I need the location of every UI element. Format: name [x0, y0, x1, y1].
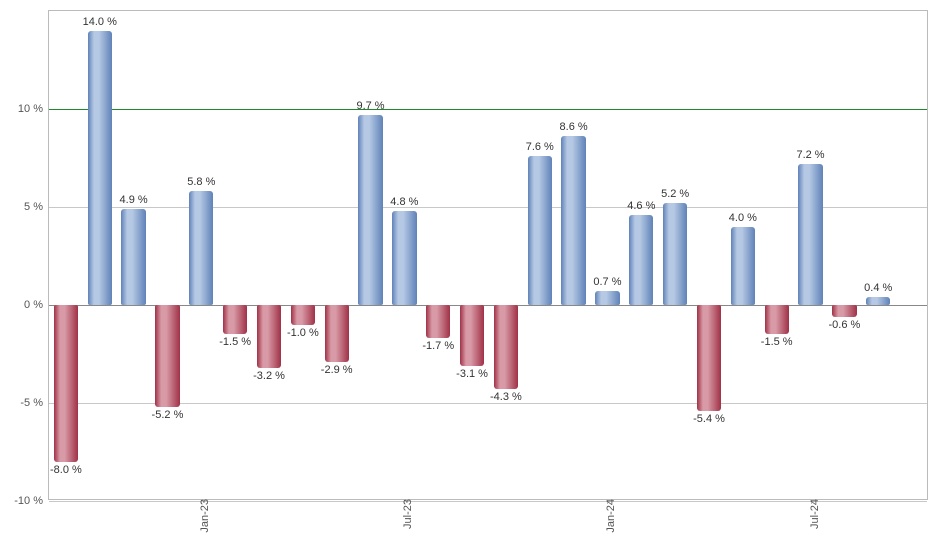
bar-value-label: -3.2 % — [253, 370, 285, 382]
bar — [54, 305, 78, 462]
bar-value-label: 7.2 % — [796, 149, 824, 161]
x-tick-label: Jan-23 — [197, 499, 211, 533]
y-tick-label: 0 % — [24, 299, 49, 311]
grid-line — [49, 501, 927, 502]
bar — [325, 305, 349, 362]
bar — [561, 136, 585, 305]
bar — [155, 305, 179, 407]
bar-value-label: -1.5 % — [219, 336, 251, 348]
x-tick-label: Jul-23 — [400, 499, 414, 529]
y-tick-label: 5 % — [24, 201, 49, 213]
bar — [731, 227, 755, 305]
bar-value-label: -1.0 % — [287, 327, 319, 339]
bar — [291, 305, 315, 325]
bar — [528, 156, 552, 305]
bar-value-label: 5.8 % — [187, 176, 215, 188]
reference-line — [49, 109, 927, 110]
bar — [121, 209, 145, 305]
bar — [460, 305, 484, 366]
y-tick-label: -10 % — [14, 495, 49, 507]
bar — [765, 305, 789, 334]
y-tick-label: 10 % — [18, 103, 49, 115]
bar-value-label: -1.5 % — [761, 336, 793, 348]
bar-value-label: 0.7 % — [593, 276, 621, 288]
bar-value-label: 4.9 % — [120, 194, 148, 206]
grid-line — [49, 403, 927, 404]
bar-value-label: 14.0 % — [83, 16, 117, 28]
grid-line — [49, 305, 927, 306]
bar — [629, 215, 653, 305]
bar — [697, 305, 721, 411]
bar — [223, 305, 247, 334]
bar-value-label: 4.8 % — [390, 196, 418, 208]
bar — [494, 305, 518, 389]
bar — [426, 305, 450, 338]
bar-value-label: -2.9 % — [321, 364, 353, 376]
x-tick-label: Jul-24 — [807, 499, 821, 529]
bar — [88, 31, 112, 305]
bar — [832, 305, 856, 317]
bar-value-label: -5.4 % — [693, 413, 725, 425]
grid-line — [49, 207, 927, 208]
bar-value-label: 4.0 % — [729, 212, 757, 224]
bar — [392, 211, 416, 305]
bar — [358, 115, 382, 305]
bar-value-label: -8.0 % — [50, 464, 82, 476]
bar-value-label: 9.7 % — [356, 100, 384, 112]
bar-value-label: -5.2 % — [152, 409, 184, 421]
bar-chart: -10 % -5 % 0 % 5 % 10 % -8.0 % 14.0 % 4.9 % -5.2… — [0, 0, 940, 550]
bar-value-label: 8.6 % — [560, 121, 588, 133]
bar — [257, 305, 281, 368]
bar-value-label: 4.6 % — [627, 200, 655, 212]
bar-value-label: -4.3 % — [490, 391, 522, 403]
bar-value-label: 7.6 % — [526, 141, 554, 153]
y-tick-label: -5 % — [20, 397, 49, 409]
bar-value-label: -0.6 % — [828, 319, 860, 331]
bar — [595, 291, 619, 305]
x-tick-label: Jan-24 — [603, 499, 617, 533]
bar-value-label: 0.4 % — [864, 282, 892, 294]
bar — [663, 203, 687, 305]
bar — [798, 164, 822, 305]
bar-value-label: -3.1 % — [456, 368, 488, 380]
bar-value-label: 5.2 % — [661, 188, 689, 200]
bar-value-label: -1.7 % — [422, 340, 454, 352]
bar — [189, 191, 213, 305]
plot-area: -10 %-5 %0 %5 %10 %-8.0 %14.0 %4.9 %-5.2… — [48, 10, 928, 500]
bar — [866, 297, 890, 305]
